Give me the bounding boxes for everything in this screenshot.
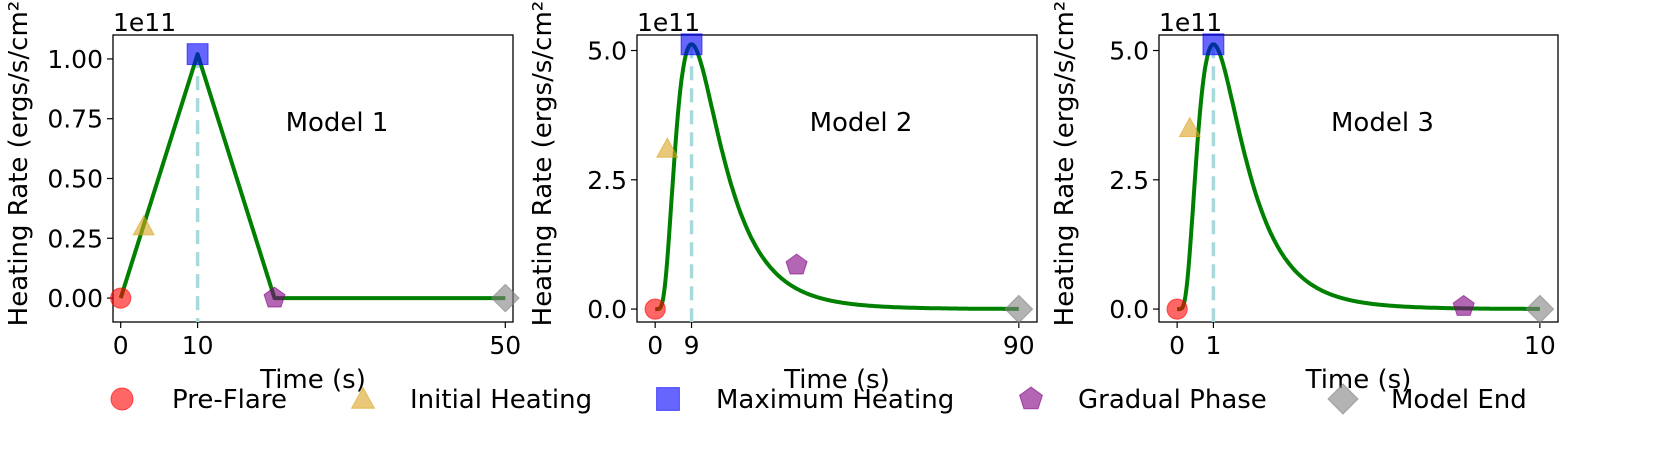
y-axis-label: Heating Rate (ergs/s/cm²)	[1050, 0, 1080, 326]
heating-curve	[1176, 42, 1541, 312]
legend: Pre-Flare Initial Heating Maximum Heating G…	[110, 383, 1527, 415]
legend-label-gradual-phase: Gradual Phase	[1078, 385, 1267, 415]
chart-panel-1: 0.00 0.25 0.50 0.75 1.00 0 10 50 1e11 Time (s) Hea…	[4, 0, 521, 395]
chart-panel-2: 0.0 2.5 5.0 0 9 90 1e11 Time (s) Heating Rate (e…	[528, 0, 1038, 395]
marker-maximum-heating	[186, 43, 209, 66]
y-tick-label: 0.0	[587, 295, 627, 324]
marker-maximum-heating	[1202, 33, 1225, 56]
legend-marker-pre-flare	[110, 387, 134, 411]
marker-maximum-heating	[680, 33, 703, 56]
axes-frame	[1158, 34, 1559, 323]
model-annotation: Model 2	[810, 108, 913, 138]
x-axis-label: Time (s)	[259, 365, 366, 395]
x-tick-label: 90	[1003, 331, 1035, 360]
marker-model-end	[1525, 294, 1555, 324]
offset-text: 1e11	[637, 8, 700, 37]
y-tick-label: 5.0	[1109, 37, 1149, 66]
legend-marker-gradual-phase	[1019, 386, 1043, 410]
legend-label-pre-flare: Pre-Flare	[172, 385, 287, 415]
marker-initial-heating	[1178, 116, 1202, 138]
y-axis-label: Heating Rate (ergs/s/cm²)	[528, 0, 558, 326]
x-tick-label: 1	[1205, 331, 1221, 360]
marker-model-end	[1004, 294, 1034, 324]
marker-initial-heating	[132, 214, 156, 236]
x-tick-label: 10	[182, 331, 214, 360]
model-annotation: Model 3	[1331, 108, 1434, 138]
legend-label-initial-heating: Initial Heating	[410, 385, 592, 415]
chart-panel-3: 0.0 2.5 5.0 0 1 10 1e11 Time (s) Heating Rate (e…	[1050, 0, 1559, 395]
y-tick-label: 2.5	[1109, 166, 1149, 195]
marker-pre-flare	[110, 287, 132, 309]
heating-curve	[118, 52, 506, 301]
x-axis-label: Time (s)	[783, 365, 890, 395]
x-tick-label: 50	[489, 331, 521, 360]
marker-initial-heating	[655, 137, 679, 158]
y-tick-label: 0.25	[47, 224, 103, 253]
y-tick-label: 0.50	[47, 165, 103, 194]
y-tick-label: 0.0	[1109, 295, 1149, 324]
x-tick-label: 9	[684, 331, 700, 360]
axes-frame	[636, 34, 1038, 323]
y-tick-label: 5.0	[587, 37, 627, 66]
y-tick-label: 2.5	[587, 166, 627, 195]
marker-gradual-phase	[1452, 294, 1475, 316]
x-tick-label: 0	[1169, 331, 1185, 360]
marker-gradual-phase	[263, 286, 286, 308]
axes-frame	[112, 34, 514, 323]
legend-marker-initial-heating	[350, 386, 376, 409]
x-tick-label: 0	[647, 331, 663, 360]
legend-marker-maximum-heating	[656, 387, 680, 411]
heating-curve	[654, 42, 1020, 312]
y-tick-label: 1.00	[47, 45, 103, 74]
x-tick-label: 0	[113, 331, 129, 360]
x-axis-label: Time (s)	[1305, 365, 1412, 395]
marker-model-end	[490, 283, 520, 313]
offset-text: 1e11	[1159, 8, 1222, 37]
y-tick-label: 0.00	[47, 284, 103, 313]
legend-label-model-end: Model End	[1391, 385, 1527, 415]
marker-gradual-phase	[785, 253, 808, 275]
offset-text: 1e11	[113, 8, 176, 37]
marker-pre-flare	[1166, 298, 1188, 320]
marker-pre-flare	[644, 298, 666, 320]
model-annotation: Model 1	[286, 108, 389, 138]
legend-marker-model-end	[1327, 383, 1359, 415]
legend-label-maximum-heating: Maximum Heating	[716, 385, 954, 415]
y-tick-label: 0.75	[47, 105, 103, 134]
y-axis-label: Heating Rate (ergs/s/cm²)	[4, 0, 34, 326]
x-tick-label: 10	[1524, 331, 1556, 360]
